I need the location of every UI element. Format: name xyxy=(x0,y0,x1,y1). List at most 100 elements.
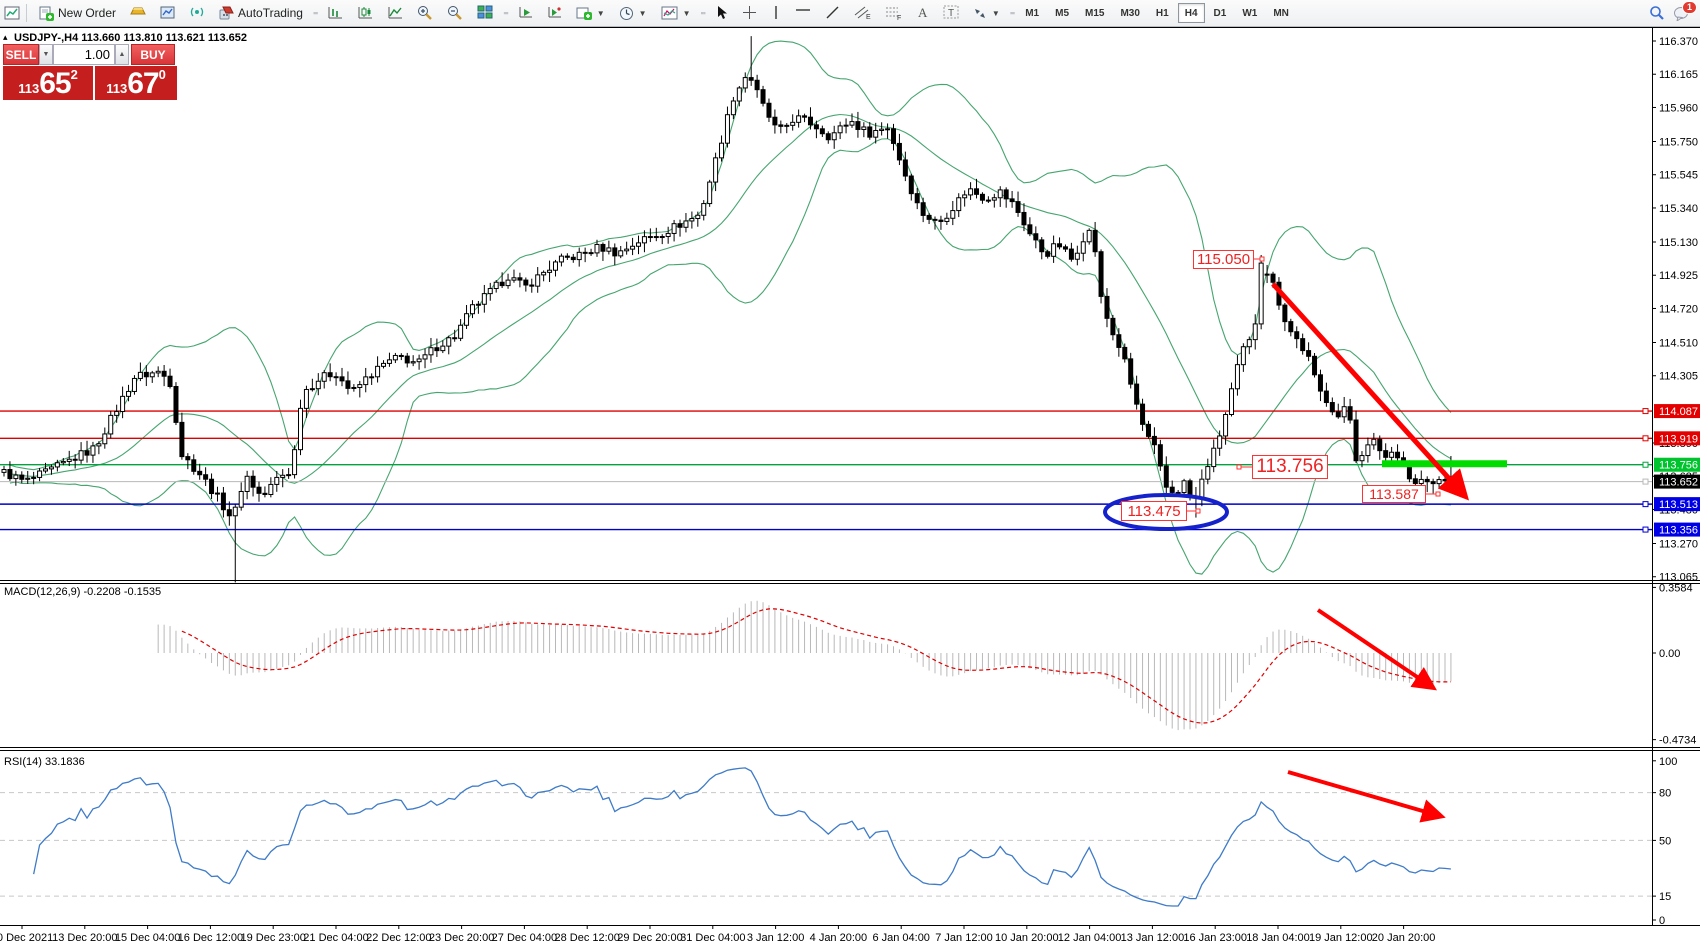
svg-text:0.00: 0.00 xyxy=(1659,648,1680,660)
clock-icon xyxy=(619,6,634,21)
market-watch-icon[interactable] xyxy=(154,2,182,24)
svg-text:100: 100 xyxy=(1659,756,1677,768)
new-chart-icon xyxy=(576,6,592,20)
timeframe-w1[interactable]: W1 xyxy=(1242,7,1258,19)
autotrading-button[interactable]: AutoTrading xyxy=(213,2,309,24)
notification-count-badge: 1 xyxy=(1681,0,1697,14)
trendline-tool-icon[interactable] xyxy=(819,2,846,24)
svg-text:113.356: 113.356 xyxy=(1659,525,1698,537)
toolbar-grip: ▪▪ xyxy=(700,8,706,18)
buy-price-main: 67 xyxy=(127,67,159,100)
svg-text:3 Jan 12:00: 3 Jan 12:00 xyxy=(747,932,805,944)
annotation-support-price[interactable]: 113.756 xyxy=(1252,455,1328,479)
svg-text:19 Jan 12:00: 19 Jan 12:00 xyxy=(1309,932,1373,944)
svg-text:113.919: 113.919 xyxy=(1659,433,1698,445)
main-toolbar: New Order AutoTrading ▪▪ ▪▪ xyxy=(0,0,1700,27)
channel-tool-icon[interactable]: E xyxy=(848,2,877,24)
chart-canvas[interactable]: 113.890113.685113.480116.370116.165115.9… xyxy=(0,27,1700,946)
dropdown-caret: ▼ xyxy=(638,8,647,18)
volume-input[interactable]: 1.00 xyxy=(53,44,115,65)
svg-text:F: F xyxy=(897,15,901,20)
timeframe-m15[interactable]: M15 xyxy=(1085,7,1105,19)
svg-text:7 Jan 12:00: 7 Jan 12:00 xyxy=(935,932,993,944)
svg-text:T: T xyxy=(948,8,954,19)
new-order-button[interactable]: New Order xyxy=(33,2,122,24)
svg-text:31 Dec 04:00: 31 Dec 04:00 xyxy=(680,932,745,944)
buy-button[interactable]: BUY xyxy=(131,44,175,65)
new-chart-button[interactable]: ▼ xyxy=(570,2,611,24)
timeframe-m30[interactable]: M30 xyxy=(1120,7,1140,19)
tile-windows-icon[interactable] xyxy=(471,2,499,24)
autotrading-label: AutoTrading xyxy=(238,6,303,20)
timeframe-d1[interactable]: D1 xyxy=(1213,7,1227,19)
zoom-in-icon[interactable] xyxy=(411,2,439,24)
search-icon[interactable] xyxy=(1649,5,1665,21)
arrows-tool-icon xyxy=(973,7,987,20)
vline-tool-icon[interactable] xyxy=(765,2,787,24)
svg-text:4 Jan 20:00: 4 Jan 20:00 xyxy=(810,932,868,944)
auto-scroll-icon[interactable] xyxy=(512,2,539,24)
timeframe-m5[interactable]: M5 xyxy=(1055,7,1070,19)
text-tool-icon[interactable]: A xyxy=(910,2,935,24)
templates-button[interactable]: ▼ xyxy=(655,2,697,24)
gold-bar-icon[interactable] xyxy=(124,2,152,24)
autotrading-icon xyxy=(219,6,234,20)
chart-shift-icon[interactable] xyxy=(541,2,568,24)
annotation-low-price[interactable]: 113.587 xyxy=(1362,485,1426,503)
fibonacci-tool-icon[interactable]: F xyxy=(879,2,908,24)
svg-text:0: 0 xyxy=(1659,915,1665,927)
timeframe-h1[interactable]: H1 xyxy=(1155,7,1169,19)
timeframe-h4[interactable]: H4 xyxy=(1177,3,1205,23)
sell-price-display[interactable]: 113 65 2 xyxy=(3,66,95,100)
annotation-peak-price[interactable]: 115.050 xyxy=(1193,250,1254,269)
svg-text:28 Dec 12:00: 28 Dec 12:00 xyxy=(554,932,619,944)
svg-text:50: 50 xyxy=(1659,835,1671,847)
notifications-icon[interactable]: 1 xyxy=(1673,0,1697,22)
volume-increase-button[interactable]: ▲ xyxy=(115,44,129,65)
zoom-out-icon[interactable] xyxy=(441,2,469,24)
svg-text:114.087: 114.087 xyxy=(1659,406,1698,418)
label-tool-icon[interactable]: T xyxy=(937,2,965,24)
macd-indicator-label: MACD(12,26,9) -0.2208 -0.1535 xyxy=(4,586,162,598)
arrows-tool-button[interactable]: ▼ xyxy=(967,2,1006,24)
cursor-tool-icon[interactable] xyxy=(709,2,734,24)
buy-price-prefix: 113 xyxy=(106,81,128,96)
dropdown-caret: ▼ xyxy=(991,8,1000,18)
crosshair-tool-icon[interactable] xyxy=(736,2,763,24)
signal-icon[interactable] xyxy=(184,2,211,24)
svg-text:115.340: 115.340 xyxy=(1659,203,1698,215)
bar-chart-type-icon[interactable] xyxy=(321,2,349,24)
svg-text:13 Dec 20:00: 13 Dec 20:00 xyxy=(52,932,117,944)
svg-text:116.165: 116.165 xyxy=(1659,69,1698,81)
svg-text:21 Dec 04:00: 21 Dec 04:00 xyxy=(303,932,368,944)
candlestick-type-icon[interactable] xyxy=(351,2,379,24)
chart-title-marker: ▴ xyxy=(3,32,8,42)
buy-price-display[interactable]: 113 67 0 xyxy=(95,66,177,100)
svg-text:E: E xyxy=(866,14,871,20)
svg-text:115.960: 115.960 xyxy=(1659,102,1698,114)
svg-text:13 Jan 12:00: 13 Jan 12:00 xyxy=(1121,932,1185,944)
timeframe-m1[interactable]: M1 xyxy=(1025,7,1040,19)
template-icon xyxy=(661,6,678,20)
annotation-circled-price[interactable]: 113.475 xyxy=(1121,501,1187,521)
new-order-label: New Order xyxy=(58,6,117,20)
chart-window-icon[interactable] xyxy=(4,6,20,20)
hline-tool-icon[interactable] xyxy=(789,2,817,24)
toolbar-separator xyxy=(26,4,27,22)
toolbar-grip: ▪▪ xyxy=(503,8,508,18)
chart-area[interactable]: 113.890113.685113.480116.370116.165115.9… xyxy=(0,27,1700,946)
line-chart-type-icon[interactable] xyxy=(381,2,409,24)
toolbar-grip: ▪▪ xyxy=(1009,8,1015,18)
svg-text:113.513: 113.513 xyxy=(1659,499,1698,511)
svg-text:0.3584: 0.3584 xyxy=(1659,582,1693,594)
volume-decrease-button[interactable]: ▼ xyxy=(39,44,53,65)
periods-button[interactable]: ▼ xyxy=(613,2,653,24)
svg-text:114.305: 114.305 xyxy=(1659,371,1698,383)
svg-text:A: A xyxy=(918,5,928,19)
sell-price-prefix: 113 xyxy=(18,81,40,96)
timeframe-mn[interactable]: MN xyxy=(1273,7,1289,19)
sell-button[interactable]: SELL xyxy=(3,44,39,65)
svg-text:-0.4734: -0.4734 xyxy=(1659,735,1696,747)
svg-text:114.720: 114.720 xyxy=(1659,303,1698,315)
svg-text:115.750: 115.750 xyxy=(1659,137,1698,149)
